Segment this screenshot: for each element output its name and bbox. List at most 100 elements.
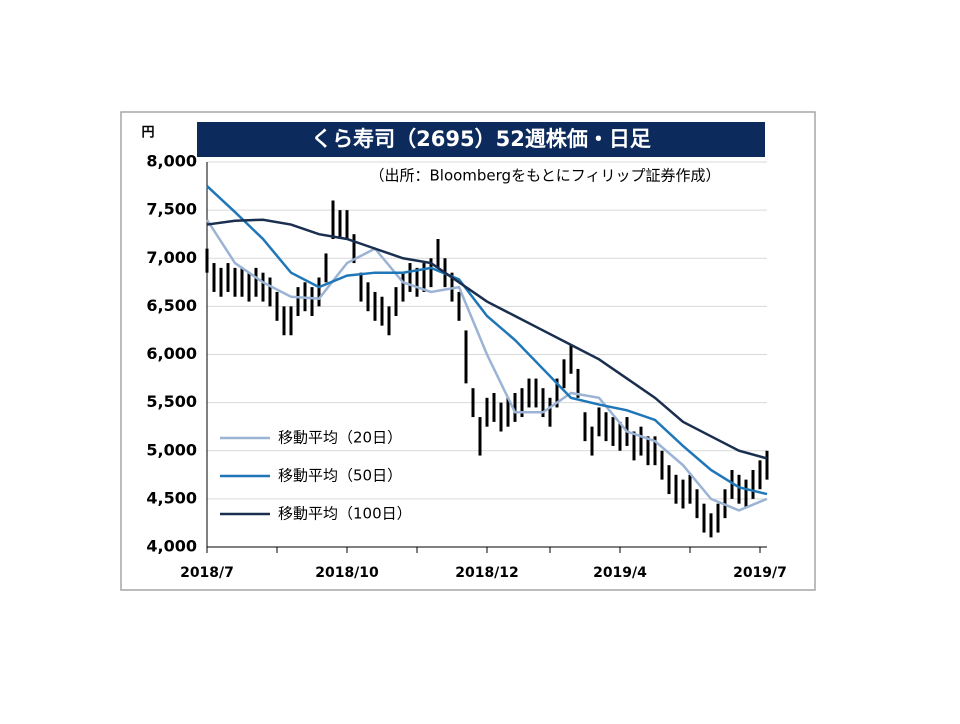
candle: [422, 263, 426, 292]
candle: [296, 287, 300, 316]
legend-label: 移動平均（100日）: [278, 505, 412, 523]
candle: [387, 306, 391, 336]
y-tick-label: 4,000: [146, 537, 197, 556]
candle: [275, 291, 279, 321]
chart-frame: [120, 111, 816, 591]
candle: [226, 263, 230, 292]
candle: [555, 378, 559, 408]
candle: [646, 436, 650, 466]
candle: [583, 412, 587, 442]
candle: [408, 263, 412, 292]
candle: [331, 200, 335, 239]
candle: [513, 393, 517, 422]
candle: [758, 460, 762, 490]
candle: [611, 417, 615, 446]
candle: [667, 465, 671, 495]
candle: [352, 234, 356, 264]
candle: [737, 474, 741, 504]
candle: [744, 479, 748, 509]
candle: [597, 407, 601, 437]
candle: [527, 378, 531, 408]
y-tick-label: 6,000: [146, 344, 197, 363]
candle: [261, 272, 265, 302]
candle: [233, 267, 237, 297]
candle: [394, 287, 398, 316]
y-unit: 円: [141, 126, 154, 141]
candle: [436, 239, 440, 268]
x-tick-label: 2018/12: [455, 565, 519, 581]
candle: [268, 277, 272, 307]
moving-average-line: [205, 219, 768, 512]
candle: [548, 397, 552, 427]
candle: [702, 503, 706, 533]
candle: [317, 277, 321, 307]
candle: [240, 267, 244, 297]
candle: [359, 272, 363, 302]
candle: [751, 470, 755, 499]
y-tick-label: 4,500: [146, 488, 197, 507]
candle: [590, 426, 594, 456]
candle: [338, 210, 342, 239]
candle: [506, 397, 510, 427]
candle: [688, 474, 692, 504]
candle: [653, 436, 657, 466]
candle: [632, 431, 636, 461]
candle: [464, 330, 468, 384]
candle: [499, 402, 503, 432]
candle: [289, 306, 293, 336]
candle: [345, 210, 349, 239]
source-note: （出所：Bloombergをもとにフィリップ証券作成）: [369, 167, 720, 185]
candle: [709, 513, 713, 538]
candle: [576, 368, 580, 398]
candle: [429, 258, 433, 288]
candle: [492, 393, 496, 422]
candle: [534, 378, 538, 408]
candle: [695, 489, 699, 519]
candle: [373, 291, 377, 321]
y-tick-label: 5,500: [146, 392, 197, 411]
candle: [541, 388, 545, 418]
x-tick-label: 2018/10: [315, 565, 379, 581]
candle: [618, 421, 622, 451]
candle: [380, 296, 384, 326]
candle: [205, 248, 209, 273]
candle: [282, 306, 286, 336]
candle: [639, 426, 643, 456]
candle: [457, 291, 461, 321]
y-tick-label: 7,500: [146, 200, 197, 219]
chart-title: くら寿司（2695）52週株価・日足: [311, 127, 651, 151]
legend-label: 移動平均（20日）: [278, 429, 402, 447]
candle: [604, 412, 608, 442]
candle: [660, 450, 664, 480]
candle: [212, 263, 216, 292]
candle: [219, 267, 223, 297]
candle: [765, 450, 769, 480]
candle: [485, 397, 489, 427]
candle: [569, 344, 573, 374]
y-tick-label: 7,000: [146, 248, 197, 267]
y-tick-label: 6,500: [146, 296, 197, 315]
candle: [247, 272, 251, 302]
y-tick-label: 8,000: [146, 152, 197, 171]
x-tick-label: 2018/7: [180, 565, 234, 581]
candle: [478, 417, 482, 456]
candle: [324, 253, 328, 283]
candle: [254, 267, 258, 297]
candle: [401, 272, 405, 302]
moving-average-line: [206, 218, 768, 460]
candle: [562, 359, 566, 389]
title-box: [197, 122, 765, 157]
candle: [366, 282, 370, 312]
candle: [520, 388, 524, 418]
y-tick-label: 5,000: [146, 440, 197, 459]
candle: [310, 287, 314, 316]
x-tick-label: 2019/7: [733, 565, 787, 581]
legend-label: 移動平均（50日）: [278, 467, 402, 485]
candle: [716, 503, 720, 533]
x-tick-label: 2019/4: [593, 565, 647, 581]
candle: [674, 474, 678, 504]
candle: [681, 479, 685, 509]
moving-average-line: [206, 185, 768, 496]
candle: [471, 388, 475, 418]
